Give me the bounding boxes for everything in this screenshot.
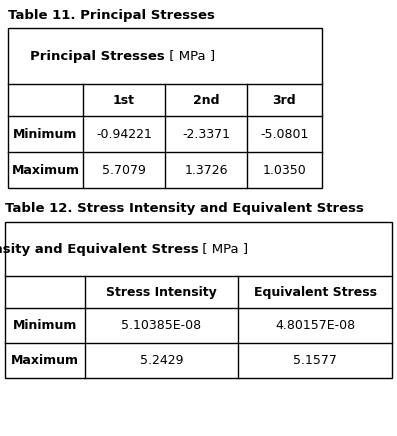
Text: 3rd: 3rd <box>273 93 296 106</box>
Text: Equivalent Stress: Equivalent Stress <box>254 286 376 299</box>
Text: 5.1577: 5.1577 <box>293 354 337 367</box>
Text: Principal Stresses: Principal Stresses <box>30 50 165 62</box>
Text: 5.7079: 5.7079 <box>102 164 146 177</box>
Text: Table 12. Stress Intensity and Equivalent Stress: Table 12. Stress Intensity and Equivalen… <box>5 201 364 215</box>
Text: Stress Intensity and Equivalent Stress: Stress Intensity and Equivalent Stress <box>0 242 198 255</box>
Text: Minimum: Minimum <box>13 127 78 140</box>
Text: -2.3371: -2.3371 <box>182 127 230 140</box>
Text: Maximum: Maximum <box>11 354 79 367</box>
Text: Stress Intensity: Stress Intensity <box>106 286 217 299</box>
Text: 5.10385E-08: 5.10385E-08 <box>121 319 202 332</box>
Text: [ MPa ]: [ MPa ] <box>165 50 215 62</box>
Text: 4.80157E-08: 4.80157E-08 <box>275 319 355 332</box>
Text: 1st: 1st <box>113 93 135 106</box>
Text: Table 11. Principal Stresses: Table 11. Principal Stresses <box>8 8 215 21</box>
Bar <box>8 28 322 188</box>
Text: 1.3726: 1.3726 <box>184 164 228 177</box>
Text: 1.0350: 1.0350 <box>263 164 306 177</box>
Text: Maximum: Maximum <box>12 164 79 177</box>
Text: [ MPa ]: [ MPa ] <box>198 242 249 255</box>
Text: Minimum: Minimum <box>13 319 77 332</box>
Bar <box>5 222 392 378</box>
Text: 5.2429: 5.2429 <box>140 354 183 367</box>
Text: -5.0801: -5.0801 <box>260 127 309 140</box>
Text: 2nd: 2nd <box>193 93 219 106</box>
Text: -0.94221: -0.94221 <box>96 127 152 140</box>
